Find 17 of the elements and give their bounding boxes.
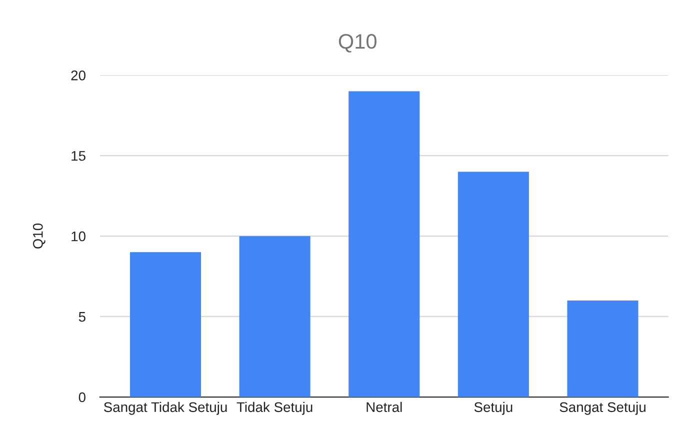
y-axis-title: Q10 — [32, 224, 46, 249]
x-tick-label: Sangat Tidak Setuju — [104, 402, 227, 415]
y-tick-label: 5 — [78, 312, 86, 322]
x-tick-label: Netral — [366, 402, 402, 412]
x-tick-label: Setuju — [474, 402, 512, 415]
y-tick-label: 10 — [72, 231, 86, 242]
y-tick-label: 15 — [72, 151, 86, 161]
bar — [130, 252, 202, 398]
y-tick-label: 20 — [71, 70, 86, 80]
x-tick-label: Sangat Setuju — [560, 402, 646, 415]
chart-title: Q10 — [338, 34, 376, 53]
bar — [458, 172, 529, 398]
bar — [239, 236, 310, 398]
x-tick-label: Tidak Setuju — [236, 402, 312, 415]
bar — [567, 300, 638, 398]
bar — [348, 91, 420, 398]
y-tick-label: 0 — [78, 392, 86, 402]
